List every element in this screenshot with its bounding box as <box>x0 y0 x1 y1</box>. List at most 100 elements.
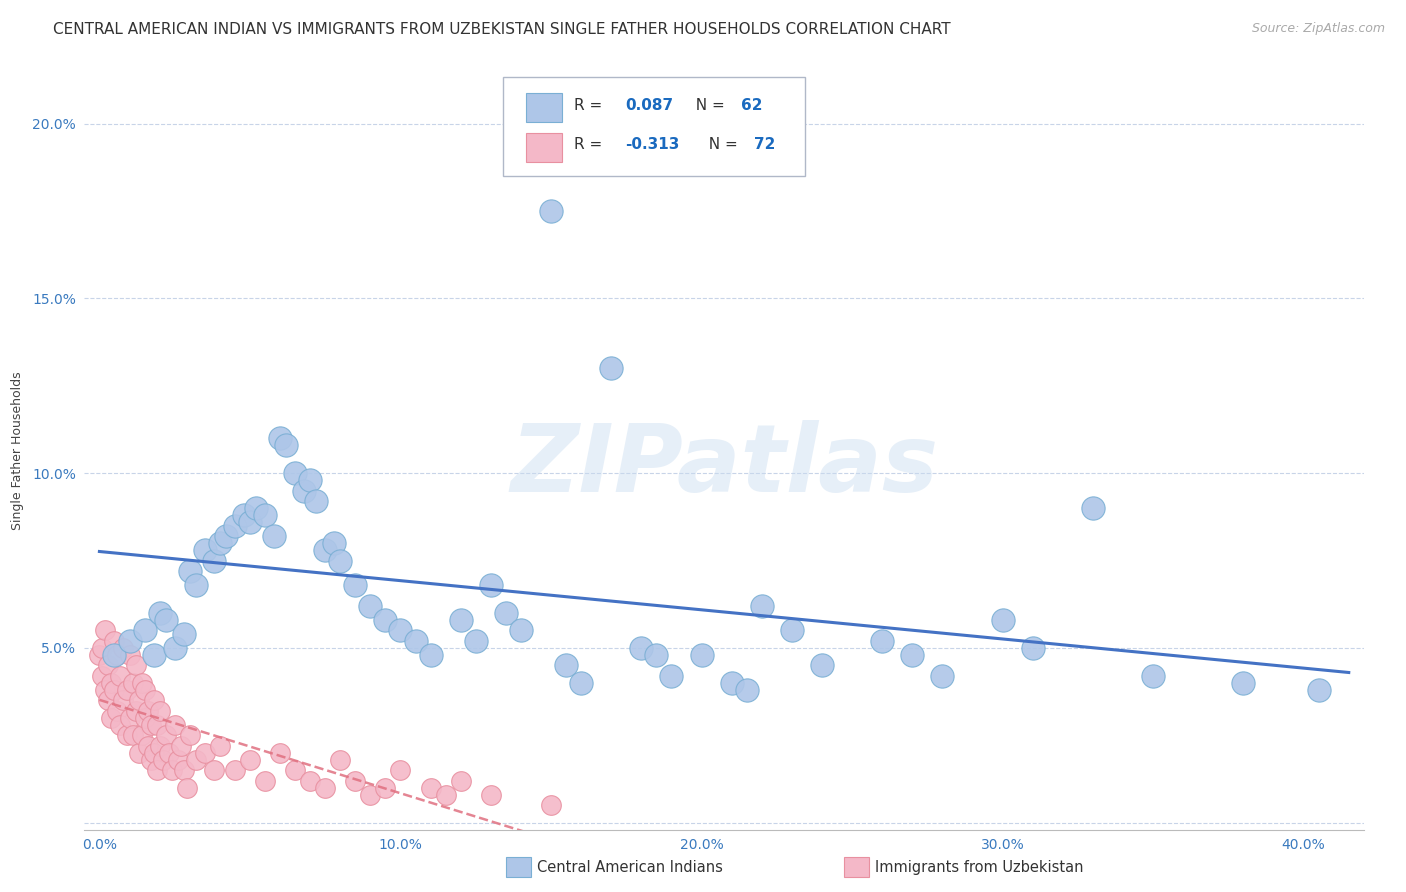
Point <box>112 693 135 707</box>
Point <box>157 746 180 760</box>
Point <box>434 788 457 802</box>
Point <box>142 648 165 662</box>
Point <box>389 763 412 777</box>
Point <box>555 658 578 673</box>
Point <box>630 640 652 655</box>
Point <box>91 669 114 683</box>
Text: N =: N = <box>686 98 730 113</box>
Point <box>145 717 167 731</box>
Point <box>118 648 141 662</box>
Point <box>419 780 441 795</box>
Point <box>142 693 165 707</box>
Point <box>115 728 138 742</box>
Point <box>751 599 773 613</box>
Point <box>269 746 291 760</box>
Point <box>374 613 396 627</box>
Point <box>128 693 150 707</box>
Text: ZIPatlas: ZIPatlas <box>510 419 938 512</box>
Point <box>97 658 120 673</box>
Point <box>224 518 246 533</box>
Point <box>155 728 177 742</box>
Point <box>194 746 217 760</box>
Point <box>107 704 129 718</box>
Point <box>253 508 276 522</box>
Point <box>97 693 120 707</box>
Point <box>811 658 834 673</box>
Text: 62: 62 <box>741 98 762 113</box>
Point <box>269 431 291 445</box>
Point <box>735 682 758 697</box>
Point <box>314 780 336 795</box>
Point <box>1308 682 1330 697</box>
Point <box>91 640 114 655</box>
Point <box>121 675 143 690</box>
Point <box>239 753 262 767</box>
Point <box>170 739 193 753</box>
Point <box>110 669 132 683</box>
Point <box>134 624 156 638</box>
Point <box>94 682 117 697</box>
Point <box>299 473 322 487</box>
Point <box>124 704 146 718</box>
Point <box>314 543 336 558</box>
Point <box>292 483 315 498</box>
Point <box>208 739 231 753</box>
Point <box>215 529 238 543</box>
Point <box>103 682 125 697</box>
Point <box>139 753 162 767</box>
Text: R =: R = <box>575 137 607 153</box>
Point <box>450 773 472 788</box>
Point <box>931 669 953 683</box>
Point <box>142 746 165 760</box>
Point <box>540 204 562 219</box>
Text: Source: ZipAtlas.com: Source: ZipAtlas.com <box>1251 22 1385 36</box>
Bar <box>526 94 561 122</box>
Point <box>661 669 683 683</box>
Point <box>152 753 174 767</box>
Point <box>329 553 352 567</box>
Point <box>121 728 143 742</box>
Point <box>149 606 172 620</box>
Point <box>359 788 381 802</box>
Point <box>1232 675 1254 690</box>
Text: 72: 72 <box>754 137 775 153</box>
Point <box>136 739 159 753</box>
Point <box>600 361 623 376</box>
Point <box>160 763 183 777</box>
Point <box>184 578 207 592</box>
Point <box>374 780 396 795</box>
Point <box>1142 669 1164 683</box>
Point <box>112 640 135 655</box>
Point <box>509 624 531 638</box>
Point <box>118 633 141 648</box>
Point <box>131 675 153 690</box>
Point <box>124 658 146 673</box>
Point <box>991 613 1014 627</box>
Point <box>690 648 713 662</box>
Point <box>224 763 246 777</box>
Point <box>163 640 186 655</box>
Point <box>329 753 352 767</box>
Point <box>89 648 111 662</box>
Point <box>305 494 328 508</box>
Point <box>110 717 132 731</box>
Point <box>645 648 668 662</box>
Point <box>131 728 153 742</box>
Point <box>103 648 125 662</box>
Point <box>780 624 803 638</box>
Point <box>323 536 346 550</box>
Point <box>299 773 322 788</box>
Point <box>253 773 276 788</box>
Point <box>184 753 207 767</box>
Point <box>540 798 562 813</box>
Point <box>344 773 367 788</box>
Point <box>284 763 307 777</box>
Point <box>118 711 141 725</box>
Point <box>495 606 517 620</box>
Point <box>389 624 412 638</box>
Point <box>136 704 159 718</box>
Text: Immigrants from Uzbekistan: Immigrants from Uzbekistan <box>875 861 1083 875</box>
Point <box>166 753 188 767</box>
Text: CENTRAL AMERICAN INDIAN VS IMMIGRANTS FROM UZBEKISTAN SINGLE FATHER HOUSEHOLDS C: CENTRAL AMERICAN INDIAN VS IMMIGRANTS FR… <box>53 22 950 37</box>
Point <box>359 599 381 613</box>
